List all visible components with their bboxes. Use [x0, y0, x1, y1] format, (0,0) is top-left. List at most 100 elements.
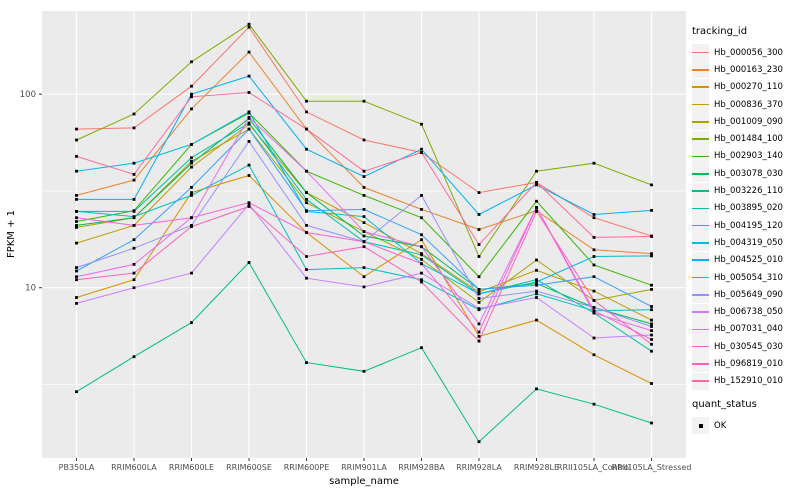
legend-item: Hb_007031_040 — [692, 320, 798, 338]
data-point — [305, 268, 308, 271]
legend-item-label: Hb_007031_040 — [714, 324, 783, 335]
data-point — [650, 325, 653, 328]
data-point — [592, 161, 596, 165]
data-point — [132, 278, 136, 282]
legend-item: Hb_000163_230 — [692, 61, 798, 79]
data-point — [75, 302, 78, 305]
data-point — [75, 241, 78, 245]
data-point — [132, 263, 136, 266]
data-point — [362, 266, 366, 269]
data-point — [247, 110, 251, 114]
data-point — [75, 278, 78, 282]
data-point — [650, 342, 653, 346]
data-point — [420, 208, 423, 211]
data-point — [650, 318, 653, 322]
data-point — [362, 234, 366, 238]
legend-item: Hb_000836_370 — [692, 96, 798, 114]
legend-key — [692, 303, 709, 321]
legend-item: Hb_006738_050 — [692, 303, 798, 321]
data-point — [650, 329, 653, 332]
data-point — [190, 186, 193, 189]
data-point — [420, 151, 423, 154]
data-point — [592, 248, 596, 252]
legend-key — [692, 147, 709, 165]
data-point — [132, 286, 136, 290]
data-point — [362, 285, 366, 289]
data-point — [132, 215, 136, 218]
data-point — [362, 275, 366, 279]
data-point — [75, 169, 78, 173]
data-point — [190, 194, 193, 197]
data-point — [132, 355, 136, 359]
legend-key — [692, 61, 709, 79]
legend-key-line-icon — [692, 155, 709, 158]
data-point — [420, 280, 423, 284]
legend-item-label: Hb_004319_050 — [714, 237, 783, 248]
legend-item-label: Hb_001009_090 — [714, 116, 783, 127]
legend-item: Hb_004525_010 — [692, 251, 798, 269]
data-point — [420, 253, 423, 257]
data-point — [362, 194, 366, 197]
legend-item-label: Hb_000056_300 — [714, 47, 783, 58]
data-point — [477, 307, 481, 310]
x-tick-label: RRIM600SE — [226, 463, 272, 472]
legend-key-line-icon — [692, 172, 709, 175]
data-point — [362, 186, 366, 189]
data-point — [190, 165, 193, 169]
data-point — [535, 289, 538, 293]
data-point — [420, 147, 423, 151]
legend-key — [692, 182, 709, 200]
data-point — [132, 178, 136, 182]
data-point — [75, 266, 78, 269]
legend-key — [692, 199, 709, 217]
legend-key-line-icon — [692, 138, 709, 140]
legend-key-line-icon — [692, 311, 709, 313]
legend-key-line-icon — [692, 276, 709, 279]
legend-key-line-icon — [692, 69, 709, 71]
data-point — [477, 228, 481, 231]
data-point — [132, 246, 136, 250]
data-point — [75, 220, 78, 223]
data-point — [592, 336, 596, 340]
quant-status-legend: quant_status OK — [692, 399, 798, 435]
data-point — [75, 194, 78, 197]
legend-key-line-icon — [692, 103, 709, 106]
legend-item: Hb_096819_010 — [692, 355, 798, 373]
data-point — [305, 147, 308, 151]
data-point — [362, 230, 366, 233]
legend-key — [692, 338, 709, 356]
data-point — [305, 361, 308, 364]
data-point — [420, 245, 423, 249]
legend-item-label: OK — [714, 420, 727, 431]
data-point — [132, 210, 136, 213]
legend-item-label: Hb_003078_030 — [714, 168, 783, 179]
data-point — [190, 84, 193, 88]
legend-title-tracking-id: tracking_id — [692, 26, 748, 37]
data-point — [477, 255, 481, 258]
legend-item: Hb_001009_090 — [692, 113, 798, 131]
data-point — [75, 269, 78, 273]
data-point — [592, 299, 596, 302]
data-point — [477, 288, 481, 291]
data-point — [477, 301, 481, 304]
data-point — [535, 199, 538, 203]
y-tick-label: 100 — [20, 90, 36, 100]
data-point — [477, 191, 481, 194]
data-point — [190, 143, 193, 146]
legend-key-line-icon — [692, 190, 709, 192]
legend-item-label: Hb_000270_110 — [714, 82, 783, 93]
legend-item-label: Hb_030545_030 — [714, 341, 783, 352]
data-point — [420, 238, 423, 242]
data-point — [362, 369, 366, 373]
legend-key — [692, 320, 709, 338]
data-point — [75, 296, 78, 299]
data-point — [650, 209, 653, 212]
data-point — [650, 254, 653, 258]
legend-key-line-icon — [692, 363, 709, 365]
legend-item-label: Hb_002903_140 — [714, 151, 783, 162]
legend-key-line-icon — [692, 345, 709, 348]
legend-item: Hb_030545_030 — [692, 338, 798, 356]
data-point — [535, 206, 538, 209]
legend-item: Hb_003078_030 — [692, 165, 798, 183]
